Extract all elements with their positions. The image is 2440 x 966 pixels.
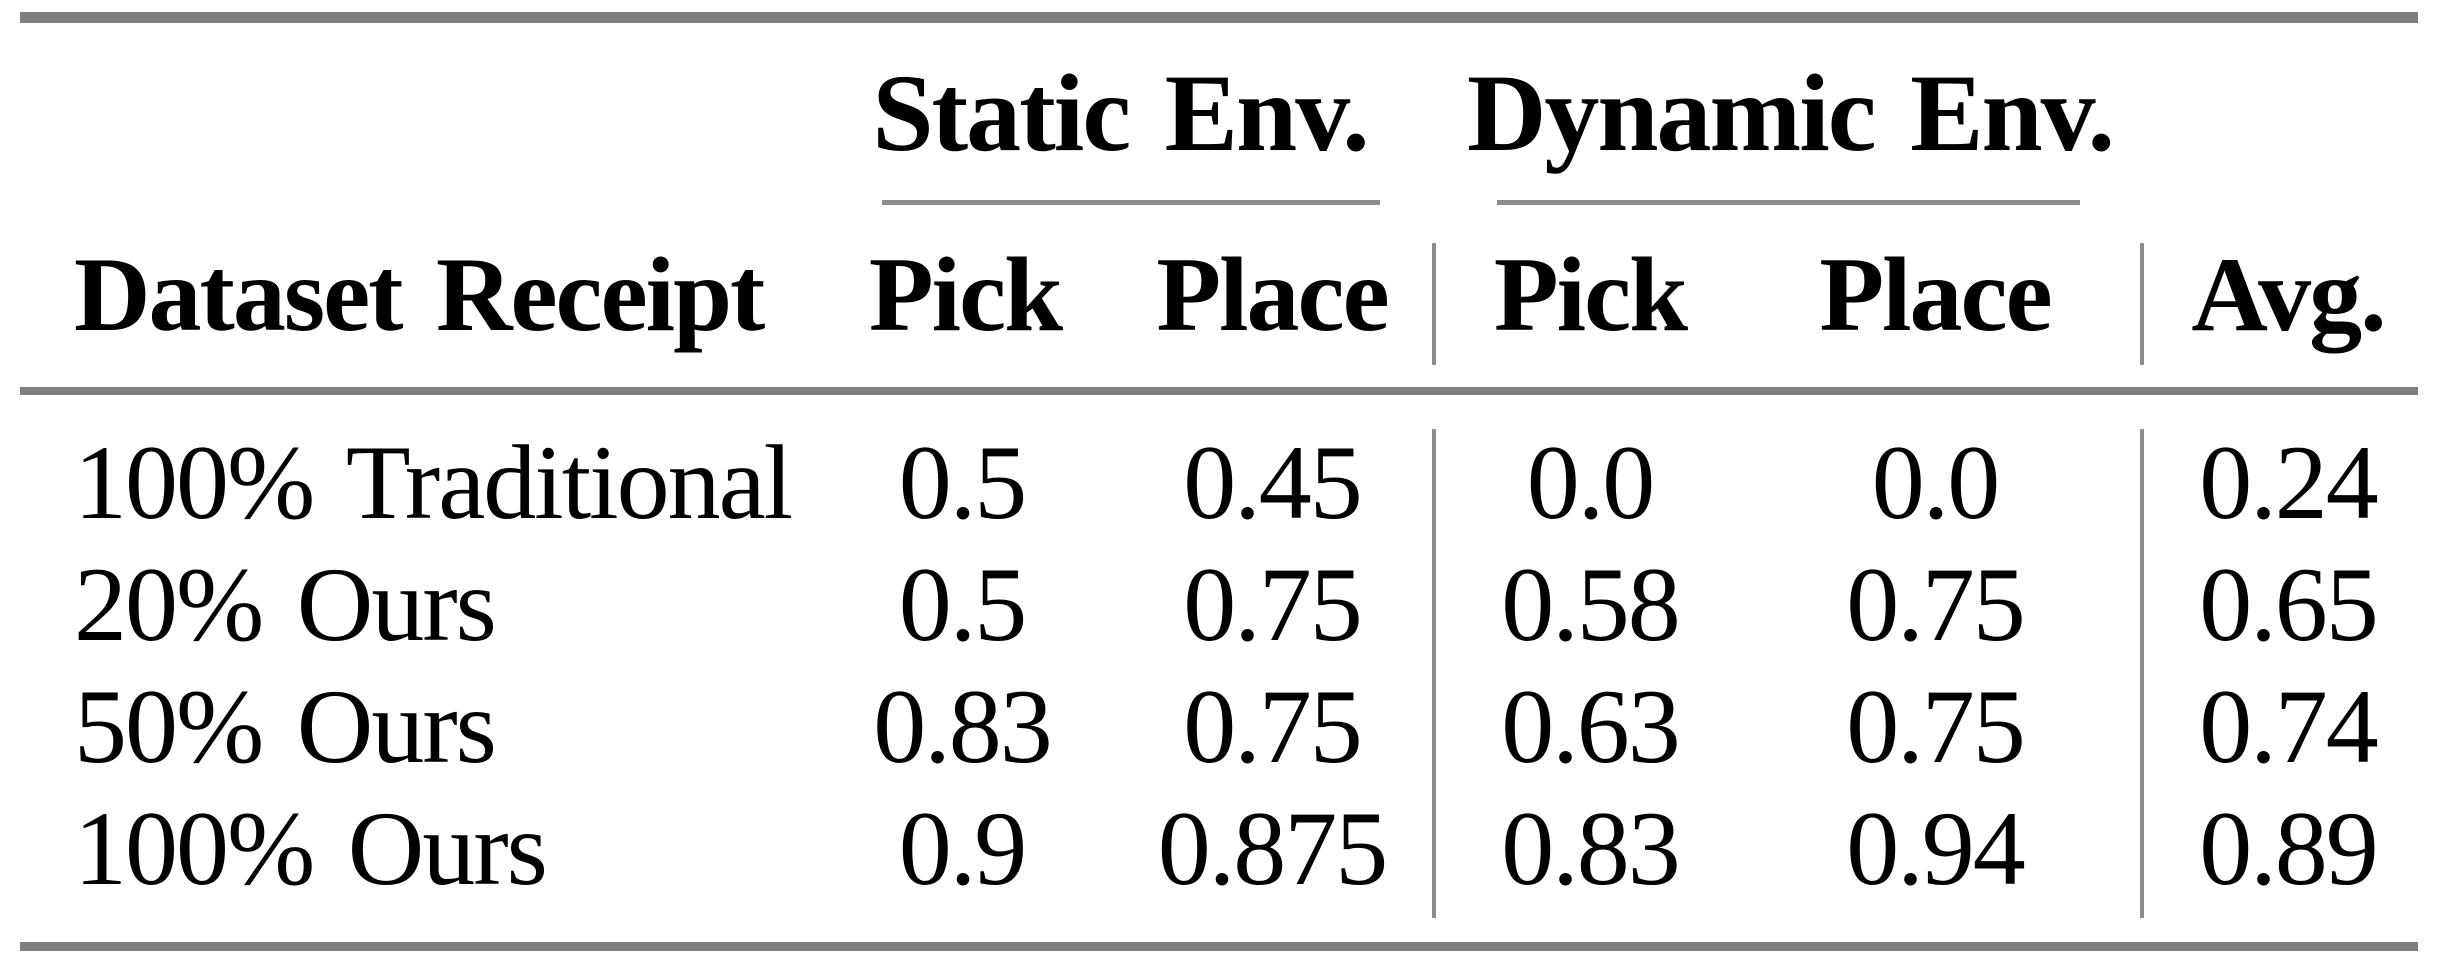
header-static-pick: Pick: [868, 236, 1063, 353]
dynamic-env-underline: [1497, 200, 2080, 205]
cell-avg: 0.74: [2199, 668, 2378, 785]
cell-dynamic-place: 0.75: [1846, 546, 2025, 663]
row-label: 20% Ours: [74, 546, 497, 663]
body-vertical-separator-left: [1432, 429, 1436, 918]
header-avg: Avg.: [2191, 236, 2386, 353]
header-dataset-receipt: Dataset Receipt: [74, 236, 765, 353]
cell-dynamic-pick: 0.0: [1526, 424, 1655, 541]
column-group-dynamic-env: Dynamic Env.: [1466, 52, 2115, 174]
cell-static-pick: 0.9: [898, 790, 1027, 907]
header-static-place: Place: [1156, 236, 1389, 353]
cell-dynamic-place: 0.94: [1846, 790, 2025, 907]
static-env-underline: [882, 200, 1380, 205]
cell-avg: 0.65: [2199, 546, 2378, 663]
header-dynamic-pick: Pick: [1493, 236, 1688, 353]
cell-static-pick: 0.5: [898, 546, 1027, 663]
cell-static-place: 0.45: [1183, 424, 1362, 541]
cell-dynamic-place: 0.75: [1846, 668, 2025, 785]
table-top-rule: [20, 12, 2418, 23]
cell-avg: 0.89: [2199, 790, 2378, 907]
cell-static-place: 0.875: [1157, 790, 1388, 907]
row-label: 100% Ours: [74, 790, 548, 907]
table-bottom-rule: [20, 942, 2418, 951]
table-mid-rule: [20, 387, 2418, 395]
column-group-static-env: Static Env.: [872, 52, 1369, 174]
header-dynamic-place: Place: [1819, 236, 2052, 353]
row-label: 100% Traditional: [74, 424, 793, 541]
cell-static-pick: 0.83: [873, 668, 1052, 785]
cell-dynamic-place: 0.0: [1871, 424, 2000, 541]
cell-static-place: 0.75: [1183, 668, 1362, 785]
cell-dynamic-pick: 0.63: [1501, 668, 1680, 785]
cell-dynamic-pick: 0.58: [1501, 546, 1680, 663]
header-vertical-separator-right: [2140, 243, 2144, 365]
cell-static-place: 0.75: [1183, 546, 1362, 663]
row-label: 50% Ours: [74, 668, 497, 785]
cell-dynamic-pick: 0.83: [1501, 790, 1680, 907]
header-vertical-separator-left: [1432, 243, 1436, 365]
body-vertical-separator-right: [2140, 429, 2144, 918]
cell-static-pick: 0.5: [898, 424, 1027, 541]
cell-avg: 0.24: [2199, 424, 2378, 541]
